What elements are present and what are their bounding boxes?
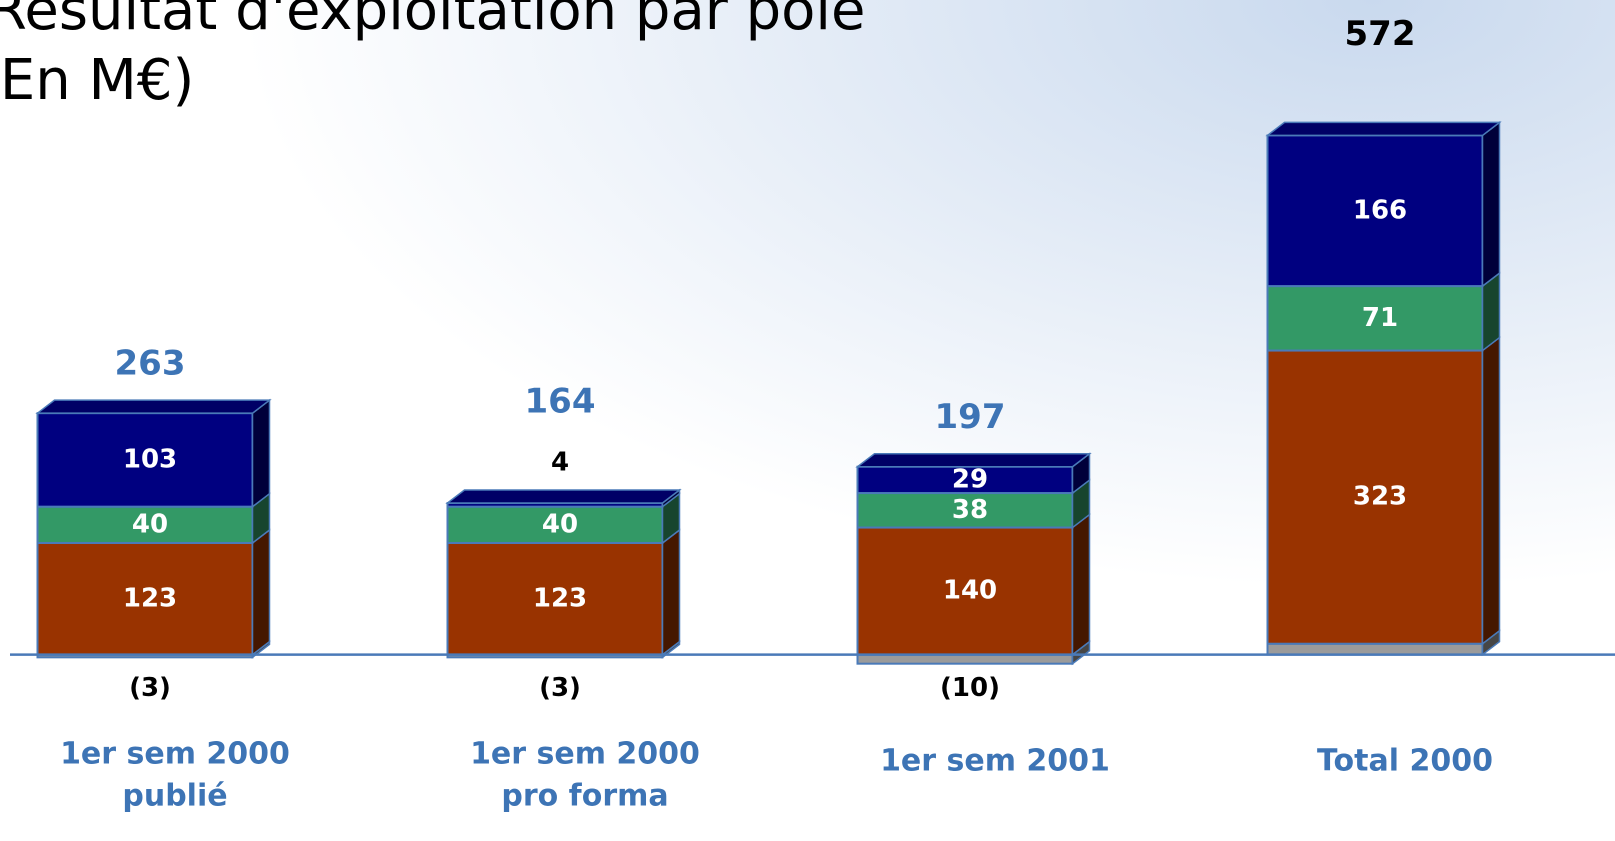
x-tick-label: 1er sem 2000 [60,737,290,772]
bar-side [661,528,681,657]
bar-segment [446,505,664,544]
x-tick-label: pro forma [501,779,668,814]
segment-label: 40 [542,509,578,539]
bar-segment [36,505,254,544]
segment-label: 123 [123,583,177,613]
bar-top [855,452,1092,468]
bar-segment [1266,642,1484,656]
bar-side [1071,513,1091,657]
segment-label: 140 [943,576,997,606]
x-tick-label: 1er sem 2000 [470,737,700,772]
x-tick-label: publié [122,779,227,814]
bar-segment [1266,134,1484,288]
total-label: 164 [525,382,596,422]
segment-label: 29 [952,464,988,494]
segment-label: (3) [539,673,581,703]
chart-subtitle: (En M€) [0,48,194,113]
total-label: 197 [935,397,1006,437]
bar-side [1481,120,1501,288]
total-label: 572 [1345,14,1416,54]
segment-label: 4 [551,448,569,478]
bar-side [251,398,271,509]
x-tick-label: 1er sem 2001 [880,744,1110,779]
bar-top [445,489,682,504]
segment-label: 123 [533,583,587,613]
segment-label: (10) [940,673,1000,703]
segment-label: (3) [129,673,171,703]
bar-side [1481,336,1501,646]
bar-side [251,528,271,657]
segment-label: 103 [123,444,177,474]
segment-label: 40 [132,509,168,539]
segment-label: 323 [1353,482,1407,512]
x-tick-label: Total 2000 [1317,744,1493,779]
chart-title: Résultat d'exploitation par pôle [0,0,865,43]
bar-segment [856,653,1074,665]
bar-segment [856,492,1074,529]
segment-label: 166 [1353,195,1407,225]
bar-top [35,399,272,414]
segment-label: 71 [1362,303,1398,333]
segment-label: 38 [952,495,988,525]
bar-top [1265,121,1502,137]
total-label: 263 [115,344,186,384]
